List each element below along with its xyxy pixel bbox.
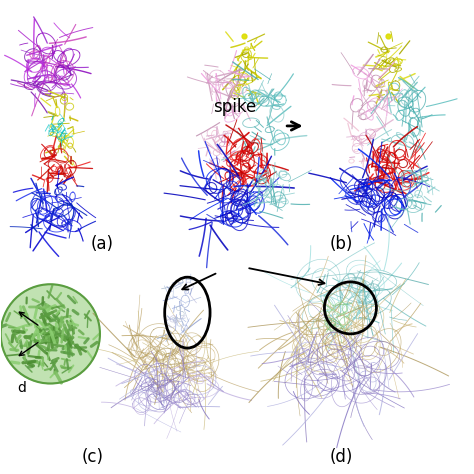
Circle shape (0, 284, 100, 383)
Text: (d): (d) (329, 448, 353, 466)
Circle shape (0, 284, 100, 383)
Text: spike: spike (213, 99, 256, 117)
Text: (a): (a) (91, 235, 114, 253)
Text: d: d (17, 381, 26, 395)
Text: (c): (c) (82, 448, 104, 466)
Text: (b): (b) (329, 235, 353, 253)
